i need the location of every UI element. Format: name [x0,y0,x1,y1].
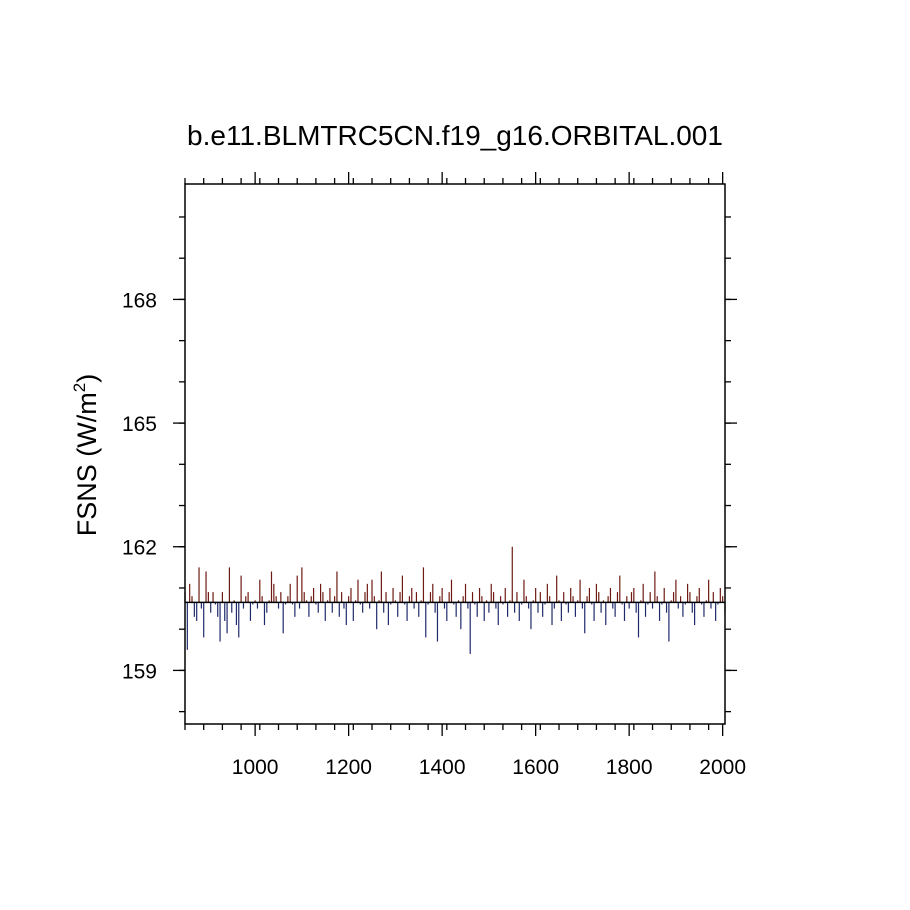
x-tick-label: 1000 [232,756,279,779]
chart-title: b.e11.BLMTRC5CN.f19_g16.ORBITAL.001 [187,120,723,151]
y-axis-label-suffix: ) [72,374,102,383]
minor-ticks [179,178,731,730]
y-tick-label: 168 [122,289,157,312]
y-axis: 159 162 165 168 [122,289,737,683]
x-tick-label: 1600 [512,756,559,779]
y-axis-label-superscript: 2 [70,383,89,392]
y-axis-label-main: FSNS (W/m [72,392,102,536]
plot-frame [184,183,726,725]
x-tick-label: 1800 [606,756,653,779]
x-tick-label: 2000 [699,756,746,779]
y-tick-label: 162 [122,537,157,560]
y-axis-label: FSNS (W/m2) [70,374,102,536]
y-tick-label: 159 [122,660,157,683]
bars-group [184,546,726,654]
x-tick-label: 1200 [325,756,372,779]
x-axis: 1000 1200 1400 1600 1800 2000 [232,172,746,779]
y-tick-label: 165 [122,413,157,436]
x-tick-label: 1400 [419,756,466,779]
